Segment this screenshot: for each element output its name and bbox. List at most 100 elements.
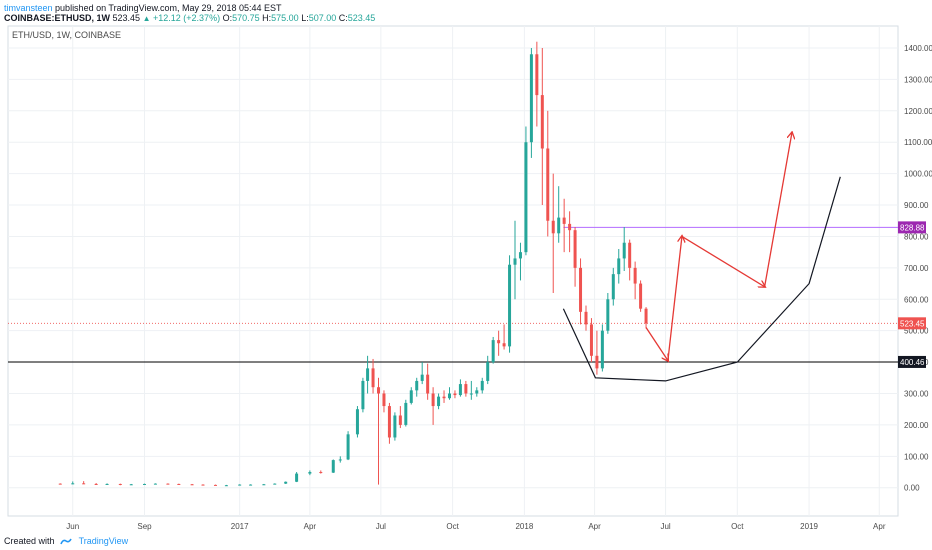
candle-body [118,483,122,485]
candle-body [551,220,555,234]
candle-body [177,483,181,485]
candle-body [420,374,424,381]
candle-body [71,483,75,485]
candle-body [502,343,506,347]
candle-body [573,230,577,268]
y-tick-label: 1100.00 [904,138,932,147]
candle-body [595,355,599,369]
y-tick-label: 800.00 [904,232,929,241]
x-tick-label: Oct [446,522,459,531]
candle-body [518,252,522,259]
candle-body [546,148,550,221]
candle-body [366,368,370,381]
price-chart[interactable]: 0.00100.00200.00300.00400.00500.00600.00… [0,24,932,534]
candle-body [584,311,588,325]
candle-body [308,472,312,474]
candle-body [475,390,479,394]
candle-body [371,368,375,388]
candle-body [190,484,194,486]
y-tick-label: 1400.00 [904,44,932,53]
candle-body [284,481,288,484]
candle-body [361,380,365,410]
candle-body [105,483,109,485]
x-tick-label: Sep [137,522,152,531]
close-value: 523.45 [347,13,376,23]
candle-body [464,384,468,394]
candle-body [453,393,457,396]
candle-body [589,324,593,356]
candle-body [382,393,386,407]
high-value: 575.00 [271,13,299,23]
footer: Created with TradingView [0,534,932,550]
y-tick-label: 1200.00 [904,107,932,116]
candle-body [458,384,462,396]
candle-body [524,142,528,253]
candle-body [238,484,242,486]
price-change: +12.12 (+2.37%) [153,13,221,23]
candle-body [409,390,413,403]
low-label: L: [301,13,309,23]
candle-body [486,362,490,381]
up-triangle-icon: ▲ [142,14,151,23]
candle-body [568,223,572,231]
y-tick-label: 0.00 [904,484,920,493]
candle-body [387,406,391,438]
price-label-text: 828.88 [900,223,925,232]
author-link[interactable]: timvansteen [4,3,53,13]
candle-body [262,484,266,486]
candle-body [129,484,133,486]
projection-arrow [681,235,765,286]
candle-body [442,396,446,399]
candle-body [377,387,381,394]
price-label-box [898,221,926,234]
price-label-text: 523.45 [900,319,925,328]
candle-body [535,54,539,96]
candle-body [633,267,637,284]
y-tick-label: 1300.00 [904,75,932,84]
chart-area[interactable]: 0.00100.00200.00300.00400.00500.00600.00… [0,24,932,534]
candle-body [82,483,86,485]
x-tick-label: Apr [304,522,317,531]
candle-body [404,402,408,425]
candle-body [480,380,484,391]
candle-body [338,459,342,461]
candle-body [611,274,615,300]
candle-body [579,267,583,312]
candle-body [617,258,621,275]
x-tick-label: 2019 [800,522,818,531]
created-with-text: Created with [4,536,55,546]
publish-info: timvansteen published on TradingView.com… [4,3,282,13]
candle-body [628,242,632,268]
y-tick-label: 900.00 [904,201,929,210]
candle-body [497,340,501,344]
candle-body [249,484,253,486]
low-value: 507.00 [308,13,337,23]
candle-body [393,415,397,438]
tradingview-logo-icon [60,538,72,544]
projection-arrow [645,327,668,361]
candle-body [355,409,359,435]
candle-body [600,330,604,369]
price-label-box [898,355,926,368]
candle-body [508,264,512,347]
cup-projection-line [562,176,841,382]
candle-body [513,258,517,265]
x-tick-label: Jul [376,522,386,531]
candle-body [213,484,217,486]
candle-body [331,460,335,473]
last-price: 523.45 [112,13,141,23]
high-label: H: [262,13,272,23]
x-tick-label: 2018 [515,522,533,531]
candle-body [201,484,205,486]
x-tick-label: 2017 [231,522,249,531]
candle-body [437,396,441,407]
y-tick-label: 300.00 [904,390,929,399]
candle-body [58,483,62,485]
x-tick-label: Jun [66,522,79,531]
price-label-box [898,317,926,330]
candle-body [319,472,323,474]
published-text: published on TradingView.com, May 29, 20… [55,3,282,13]
tradingview-brand[interactable]: TradingView [78,536,129,546]
candle-body [491,340,495,363]
candle-body [94,483,98,485]
